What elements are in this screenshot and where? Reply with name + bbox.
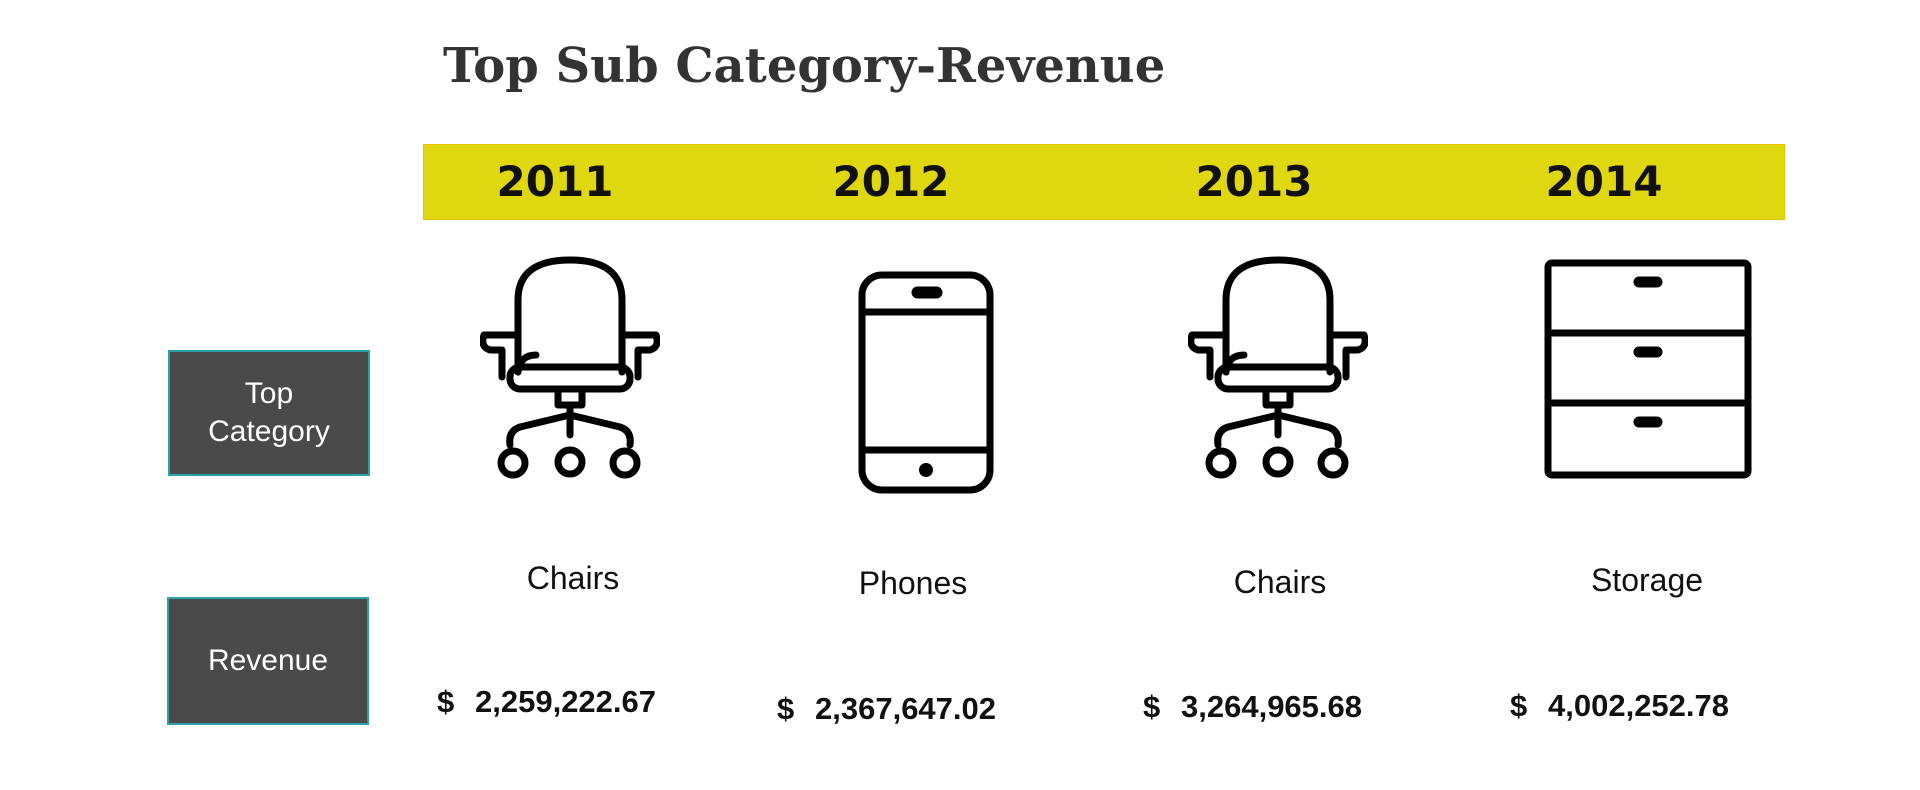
year-2014: 2014 <box>1545 157 1663 206</box>
revenue-value: 4,002,252.78 <box>1548 688 1730 723</box>
revenue-2012: $2,367,647.02 <box>777 691 996 727</box>
office-chair-icon <box>1188 255 1368 480</box>
page-title: Top Sub Category-Revenue <box>443 38 1166 94</box>
year-2012: 2012 <box>832 157 950 206</box>
revenue-label-text: Revenue <box>207 644 329 677</box>
category-2011: Chairs <box>526 560 620 596</box>
top-category-label-line2: Category <box>208 415 330 448</box>
revenue-label: Revenue <box>167 597 369 725</box>
revenue-value: 2,259,222.67 <box>475 684 657 719</box>
category-2012: Phones <box>858 565 968 601</box>
revenue-2014: $4,002,252.78 <box>1510 688 1729 724</box>
category-2014: Storage <box>1590 562 1704 598</box>
revenue-value: 2,367,647.02 <box>815 691 997 726</box>
top-category-label: Top Category <box>168 350 370 476</box>
year-2011: 2011 <box>496 157 614 206</box>
office-chair-icon <box>480 255 660 480</box>
currency-symbol: $ <box>777 691 795 726</box>
smartphone-icon <box>857 270 995 495</box>
year-header-band: 2011 2012 2013 2014 <box>423 144 1785 220</box>
year-2013: 2013 <box>1195 157 1313 206</box>
currency-symbol: $ <box>437 684 455 719</box>
currency-symbol: $ <box>1510 688 1528 723</box>
currency-symbol: $ <box>1143 689 1161 724</box>
drawer-cabinet-icon <box>1543 258 1753 480</box>
revenue-2013: $3,264,965.68 <box>1143 689 1362 725</box>
top-category-label-line1: Top <box>244 377 294 410</box>
category-2013: Chairs <box>1233 564 1327 600</box>
revenue-value: 3,264,965.68 <box>1181 689 1363 724</box>
revenue-2011: $2,259,222.67 <box>437 684 656 720</box>
